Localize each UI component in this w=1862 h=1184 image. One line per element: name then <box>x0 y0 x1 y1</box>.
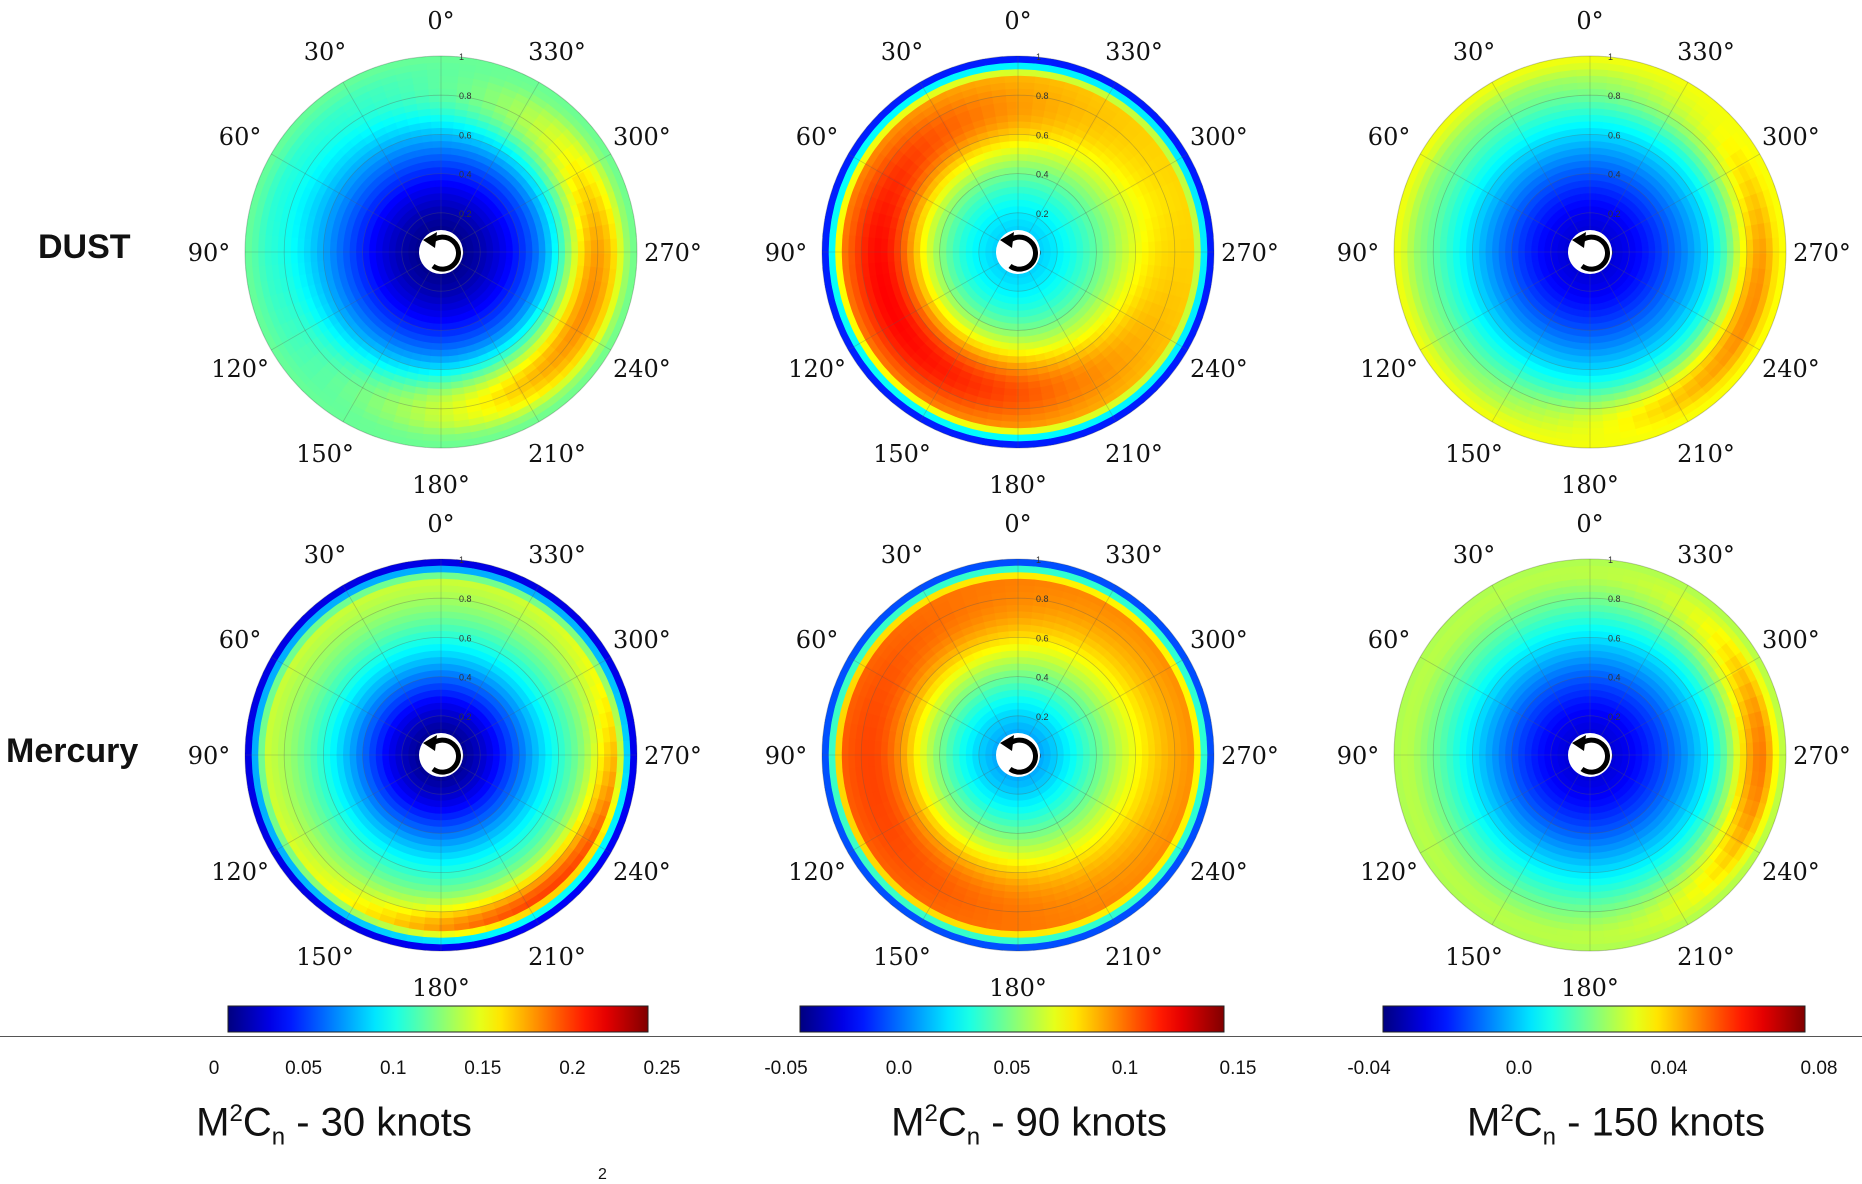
angle-label: 120° <box>788 355 846 383</box>
angle-label: 300° <box>1190 123 1248 151</box>
angle-label: 210° <box>1105 440 1163 468</box>
angle-label: 30° <box>881 38 924 66</box>
angle-label: 30° <box>304 38 347 66</box>
angle-label: 0° <box>1004 7 1031 35</box>
radial-tick-label: 0.4 <box>459 170 472 180</box>
polar-heatmap-dust-90-knots: 00.20.40.60.810°30°60°90°120°150°180°210… <box>765 7 1279 499</box>
angle-label: 60° <box>219 123 262 151</box>
angle-label: 150° <box>296 440 354 468</box>
angle-label: 120° <box>211 355 269 383</box>
radial-tick-label: 0.8 <box>1036 91 1049 101</box>
angle-label: 180° <box>989 471 1047 499</box>
angle-label: 0° <box>427 7 454 35</box>
angle-label: 270° <box>644 239 702 267</box>
angle-label: 300° <box>613 123 671 151</box>
heatmap-cell <box>439 54 460 63</box>
angle-label: 240° <box>1190 355 1248 383</box>
polar-heatmap-dust-30-knots: 00.20.40.60.810°30°60°90°120°150°180°210… <box>188 7 702 499</box>
angle-label: 60° <box>796 123 839 151</box>
radial-tick-label: 0.2 <box>459 209 472 219</box>
heatmap-cell <box>1016 54 1037 63</box>
radial-tick-label: 0.4 <box>1036 170 1049 180</box>
angle-label: 330° <box>1105 38 1163 66</box>
radial-tick-label: 0.6 <box>1036 130 1049 140</box>
angle-label: 240° <box>613 355 671 383</box>
radial-tick-label: 0.6 <box>459 130 472 140</box>
angle-label: 150° <box>873 440 931 468</box>
radial-tick-label: 0.8 <box>459 91 472 101</box>
angle-label: 90° <box>188 239 231 267</box>
angle-label: 210° <box>528 440 586 468</box>
angle-label: 90° <box>765 239 808 267</box>
angle-label: 330° <box>528 38 586 66</box>
radial-tick-label: 0.2 <box>1036 209 1049 219</box>
angle-label: 180° <box>412 471 470 499</box>
angle-label: 270° <box>1221 239 1279 267</box>
polar-heatmap-dust-150-knots: 00.20.40.60.810°30°60°90°120°150°180°210… <box>1337 7 1851 499</box>
